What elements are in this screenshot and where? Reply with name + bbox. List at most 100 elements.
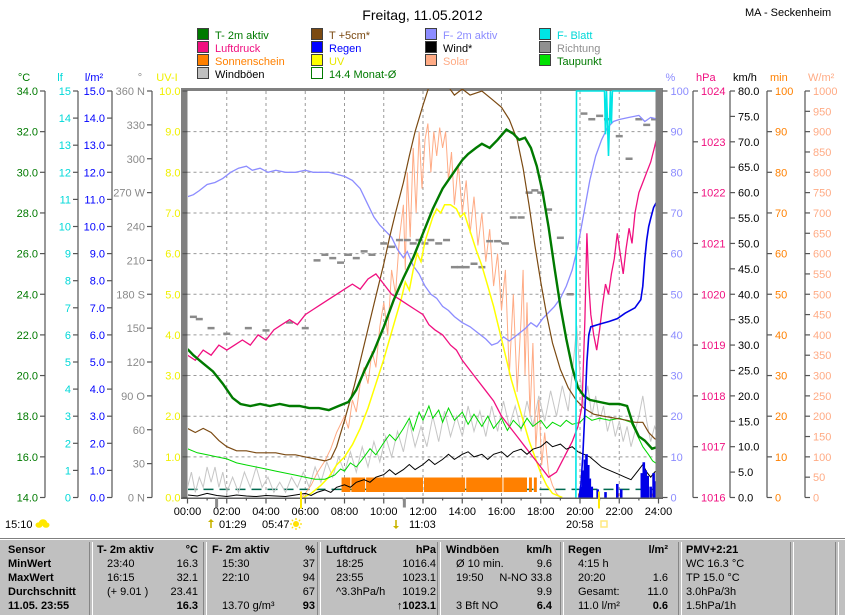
series-windb-en xyxy=(188,325,656,495)
grid-lines xyxy=(187,91,659,498)
axis-tick-label: 5 xyxy=(65,357,71,369)
axis-tick-label: 15 xyxy=(59,86,71,98)
axis-tick-label: 1021 xyxy=(701,238,725,250)
axis-tick-label: 9.0 xyxy=(165,127,180,139)
axis-tick-label: 7.0 xyxy=(90,303,105,315)
sunshine-band xyxy=(528,477,532,492)
axis-tick-label: 10.0 xyxy=(84,222,105,234)
table-cell-value: 93 xyxy=(302,600,315,612)
series-f-2m-aktiv xyxy=(188,114,656,346)
table-cell-left: Gesamt: xyxy=(578,586,620,598)
axis-tick-label: 270 W xyxy=(113,188,145,200)
axis-tick-label: 1024 xyxy=(701,86,725,98)
x-axis-label: 22:00 xyxy=(605,506,633,518)
axis-tick-label: 60 xyxy=(133,425,145,437)
annotation-event-time: 11:03 xyxy=(409,519,436,531)
axis-tick-label: 50 xyxy=(671,289,683,301)
axis-tick-label: 0 N xyxy=(128,493,145,505)
legend-color-box xyxy=(311,54,323,66)
table-separator xyxy=(437,542,441,615)
x-axis-label: 12:00 xyxy=(409,506,437,518)
x-axis-label: 18:00 xyxy=(527,506,555,518)
axis-tick-label: 5.0 xyxy=(90,357,105,369)
sunshine-band xyxy=(503,477,528,492)
table-cell-value: 67 xyxy=(302,586,315,598)
legend-label: Taupunkt xyxy=(557,56,602,68)
axis-tick-label: 7 xyxy=(65,303,71,315)
legend-item: T- 2m aktiv xyxy=(197,28,269,42)
rain-bar xyxy=(583,459,587,498)
axis-tick-label: 1020 xyxy=(701,289,725,301)
legend-color-box xyxy=(197,41,209,53)
table-cell-value: 6.4 xyxy=(536,600,552,612)
series-sonnenschein xyxy=(341,477,656,497)
axis-tick-label: 1.0 xyxy=(90,465,105,477)
axis-tick-label: 10 xyxy=(671,452,683,464)
table-cell-left: TP 15.0 °C xyxy=(686,572,740,584)
table-cell-value: 16.3 xyxy=(176,600,198,612)
axis-tick-label: 30 xyxy=(671,371,683,383)
legend-label: Solar xyxy=(443,56,469,68)
plot-border-top xyxy=(181,88,663,91)
legend-color-box xyxy=(425,54,437,66)
table-row-label: Durchschnitt xyxy=(8,586,76,598)
axis-tick-label: 15.0 xyxy=(84,86,105,98)
table-separator xyxy=(835,542,839,615)
table-cell-value: 23.41 xyxy=(170,586,198,598)
axis-tick-label: 0 xyxy=(813,493,819,505)
axis-tick-label: 900 xyxy=(813,127,831,139)
legend-color-box xyxy=(311,28,323,40)
axis-tick-label: 1000 xyxy=(813,86,837,98)
axis-unit-label: UV-I xyxy=(156,72,177,84)
table-col-unit: % xyxy=(305,544,315,556)
axis-tick-label: 80 xyxy=(671,167,683,179)
rain-bar xyxy=(586,464,590,498)
series-line xyxy=(575,90,656,498)
sunshine-band xyxy=(533,477,537,492)
axis-tick-label: 35.0 xyxy=(738,315,759,327)
table-cell-left: (+ 9.01 ) xyxy=(107,586,149,598)
legend-label: F- Blatt xyxy=(557,30,593,42)
axis-tick-label: 80.0 xyxy=(738,86,759,98)
axis-tick-label: 1016 xyxy=(701,493,725,505)
moon-rise-icon xyxy=(208,519,214,528)
axis-tick-label: 4.0 xyxy=(165,330,180,342)
sunshine-band xyxy=(366,477,423,492)
table-cell-value: ↑1023.1 xyxy=(396,600,436,612)
axis-left-lm xyxy=(107,90,113,499)
rain-bar xyxy=(604,492,607,498)
legend-label: UV xyxy=(329,56,345,68)
legend-label: T +5cm* xyxy=(329,30,371,42)
series-t-5cm xyxy=(188,89,656,462)
table-row-label: 11.05. 23:55 xyxy=(8,600,70,612)
table-cell-value: 1019.2 xyxy=(402,586,436,598)
axis-tick-label: 40 xyxy=(775,330,787,342)
x-axis-label: 16:00 xyxy=(488,506,516,518)
axis-unit-label: W/m² xyxy=(808,72,835,84)
table-cell-value: 11.0 xyxy=(647,586,668,598)
table-col-header: Windböen xyxy=(446,544,500,556)
cloud-icon xyxy=(35,519,50,528)
table-cell-value: 32.1 xyxy=(176,572,198,584)
axis-tick-label: 20.0 xyxy=(738,391,759,403)
axis-tick-label: 26.0 xyxy=(17,249,38,261)
axis-tick-label: 70.0 xyxy=(738,137,759,149)
table-cell-left: 22:10 xyxy=(222,572,250,584)
table-col-unit: km/h xyxy=(526,544,552,556)
axis-right-4 xyxy=(804,90,810,499)
x-axis-label: 04:00 xyxy=(252,506,280,518)
statistics-table: Sensor MinWert MaxWert Durchschnitt 11.05. 2… xyxy=(0,538,845,615)
axis-unit-label: ° xyxy=(138,72,142,84)
axis-tick-label: 600 xyxy=(813,249,831,261)
axis-tick-label: 75.0 xyxy=(738,111,759,123)
axis-tick-label: 3.0 xyxy=(165,371,180,383)
axis-tick-label: 80 xyxy=(775,167,787,179)
axis-tick-label: 11.0 xyxy=(84,194,105,206)
axis-tick-label: 210 xyxy=(127,255,145,267)
sunshine-band xyxy=(341,477,351,492)
axis-tick-label: 55.0 xyxy=(738,213,759,225)
rain-bar xyxy=(596,489,599,498)
rain-bar xyxy=(644,470,648,498)
axis-tick-label: 11 xyxy=(60,194,71,206)
axis-tick-label: 250 xyxy=(813,391,831,403)
